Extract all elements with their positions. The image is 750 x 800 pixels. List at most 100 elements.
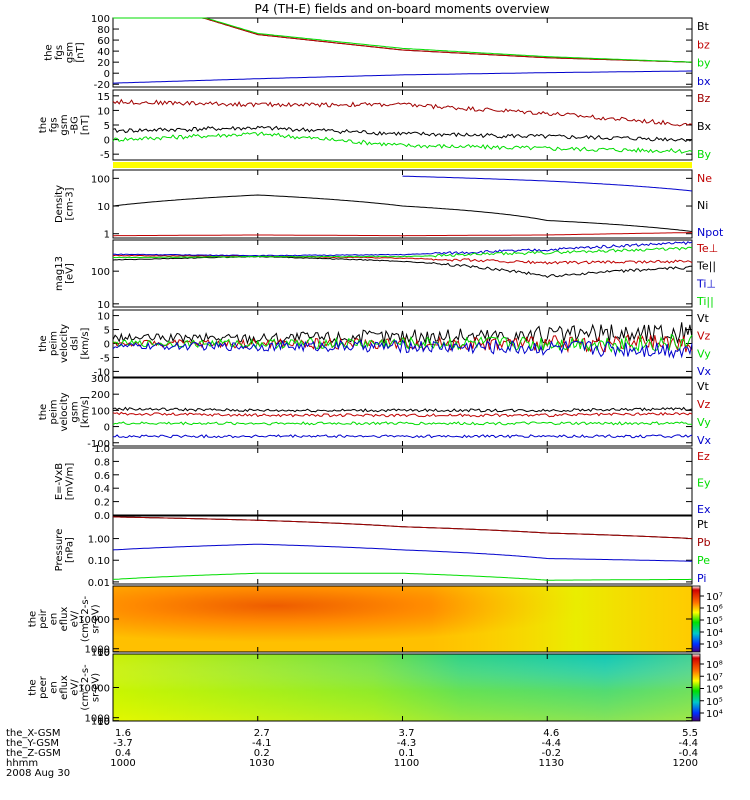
legend-label-Vz: Vz [697, 398, 711, 411]
footer-date: 2008 Aug 30 [6, 768, 70, 779]
series-line-Ne [113, 232, 692, 237]
legend: Bz Bx By [697, 92, 712, 161]
y-tick-label: 60 [97, 36, 110, 47]
legend-label-Vx: Vx [697, 434, 712, 447]
footer-value: -4.3 [397, 738, 417, 749]
colorbar-tick-label: 10⁷ [706, 672, 723, 683]
y-axis-label-line: en [49, 681, 60, 694]
y-tick-label: 5 [104, 121, 110, 132]
y-tick-label: 10 [97, 202, 110, 213]
footer-value: 1030 [249, 758, 274, 769]
colorbar-tick-label: 10⁴ [706, 709, 723, 720]
legend-label-Vt: Vt [697, 312, 710, 325]
y-tick-label: 10000 [78, 684, 110, 695]
series-line-Vx [112, 434, 693, 439]
footer-value: 1.6 [115, 728, 131, 739]
legend: Bt bz by bx [697, 20, 711, 88]
figure-title: P4 (TH-E) fields and on-board moments ov… [254, 2, 549, 16]
y-tick-label: 100 [91, 648, 110, 659]
legend: Ne Ni Npot [697, 172, 724, 239]
y-axis-label-line: gsm [70, 401, 81, 422]
y-tick-label: 100 [91, 267, 110, 278]
y-axis-label-line: [eV] [64, 263, 75, 284]
legend: Te⊥ Te|| Ti⊥ Ti|| [696, 242, 718, 308]
y-axis-label-line: E=-VxB [54, 463, 65, 500]
y-axis-label-line: gsm [64, 42, 75, 63]
y-axis-label-line: velocity [59, 392, 70, 431]
legend-label-by: by [697, 57, 711, 70]
y-tick-label: 1000 [85, 714, 110, 725]
legend-label-Ey: Ey [697, 477, 711, 490]
legend-label-Bz: Bz [697, 92, 711, 105]
y-tick-label: 0.01 [88, 578, 110, 589]
y-tick-label: 10 [97, 312, 110, 323]
y-axis-label-line: the [38, 335, 49, 351]
panel-frame [112, 447, 693, 516]
colorbar-tick-label: 10⁵ [706, 697, 723, 708]
y-axis-label-line: eflux [59, 675, 70, 700]
y-tick-label: -5 [100, 150, 110, 161]
legend-label-Vx: Vx [697, 365, 712, 378]
y-axis-label-line: [nPa] [64, 537, 75, 563]
panel-frame [112, 17, 693, 88]
y-axis-label: Density [cm-3] [54, 185, 76, 223]
y-axis-label-line: -BG [70, 116, 81, 134]
y-axis-label: the peer en eflux eV/(cm^2-s-sr-eV) [28, 664, 102, 711]
colorbar [691, 585, 701, 653]
colorbar-tick-label: 10⁸ [706, 660, 723, 671]
y-axis-label-line: eV/ [70, 610, 81, 627]
y-tick-label: 0.4 [94, 484, 110, 495]
y-tick-label: 10000 [78, 615, 110, 626]
y-tick-label: 1000 [85, 645, 110, 656]
legend-label-Pt: Pt [697, 518, 709, 531]
series-line-bx [113, 70, 692, 84]
series-line-Npot [402, 175, 693, 192]
y-tick-label: 0 [104, 69, 110, 80]
y-axis-label-line: [mV/m] [64, 463, 75, 501]
panel-fgs-dsl: 15 10 5 0 -5 the fgs gsm -BG [nT] Bz Bx By [38, 89, 712, 161]
footer-value: 2.7 [254, 728, 270, 739]
y-axis-label-line: mag13 [54, 256, 65, 291]
y-tick-label: 300 [91, 374, 110, 385]
y-tick-label: 40 [97, 47, 110, 58]
series-line-Vy [112, 333, 693, 354]
legend-label-Pe: Pe [697, 554, 710, 567]
y-axis-label-line: [cm-3] [64, 187, 75, 220]
footer-value: 1100 [394, 758, 419, 769]
y-axis-label-line: the [43, 44, 54, 60]
colorbar-tick-label: 10³ [706, 640, 723, 651]
y-axis-label-line: eflux [59, 607, 70, 632]
footer-value: 1130 [539, 758, 564, 769]
y-axis-label-line: peer [38, 675, 49, 699]
legend: Pt Pb Pe Pi [697, 518, 711, 585]
series-line-Vt [112, 406, 693, 413]
colorbar-tick-label: 10⁴ [706, 628, 723, 639]
y-tick-label: 1.00 [88, 535, 110, 546]
footer-value: 0.2 [254, 748, 270, 759]
y-tick-label: 200 [91, 390, 110, 401]
y-axis-label-line: the [38, 404, 49, 420]
panel-efield: 1.0 0.8 0.6 0.4 0.2 0.0 E=-VxB [mV/m] Ez Ey Ex [54, 444, 711, 522]
electron-spectrogram-shade [113, 654, 692, 721]
data-quality-bar [113, 162, 692, 168]
legend: Ez Ey Ex [697, 450, 711, 516]
y-tick-label: 0.0 [94, 511, 110, 522]
series-line-By [112, 131, 693, 154]
footer-value: 1200 [673, 758, 698, 769]
legend-label-Ne: Ne [697, 172, 712, 185]
footer-row-label: the_X-GSM [6, 728, 60, 739]
legend-label-bx: bx [697, 75, 711, 88]
legend-label-Vz: Vz [697, 330, 711, 343]
footer-value: -0.2 [541, 748, 561, 759]
legend-label-Vt: Vt [697, 380, 710, 393]
y-axis-label-line: [km/s] [80, 327, 91, 359]
y-tick-label: 0.2 [94, 498, 110, 509]
y-tick-label: 10 [97, 300, 110, 311]
legend-label-Ez: Ez [697, 450, 710, 463]
legend-label-Ex: Ex [697, 503, 711, 516]
